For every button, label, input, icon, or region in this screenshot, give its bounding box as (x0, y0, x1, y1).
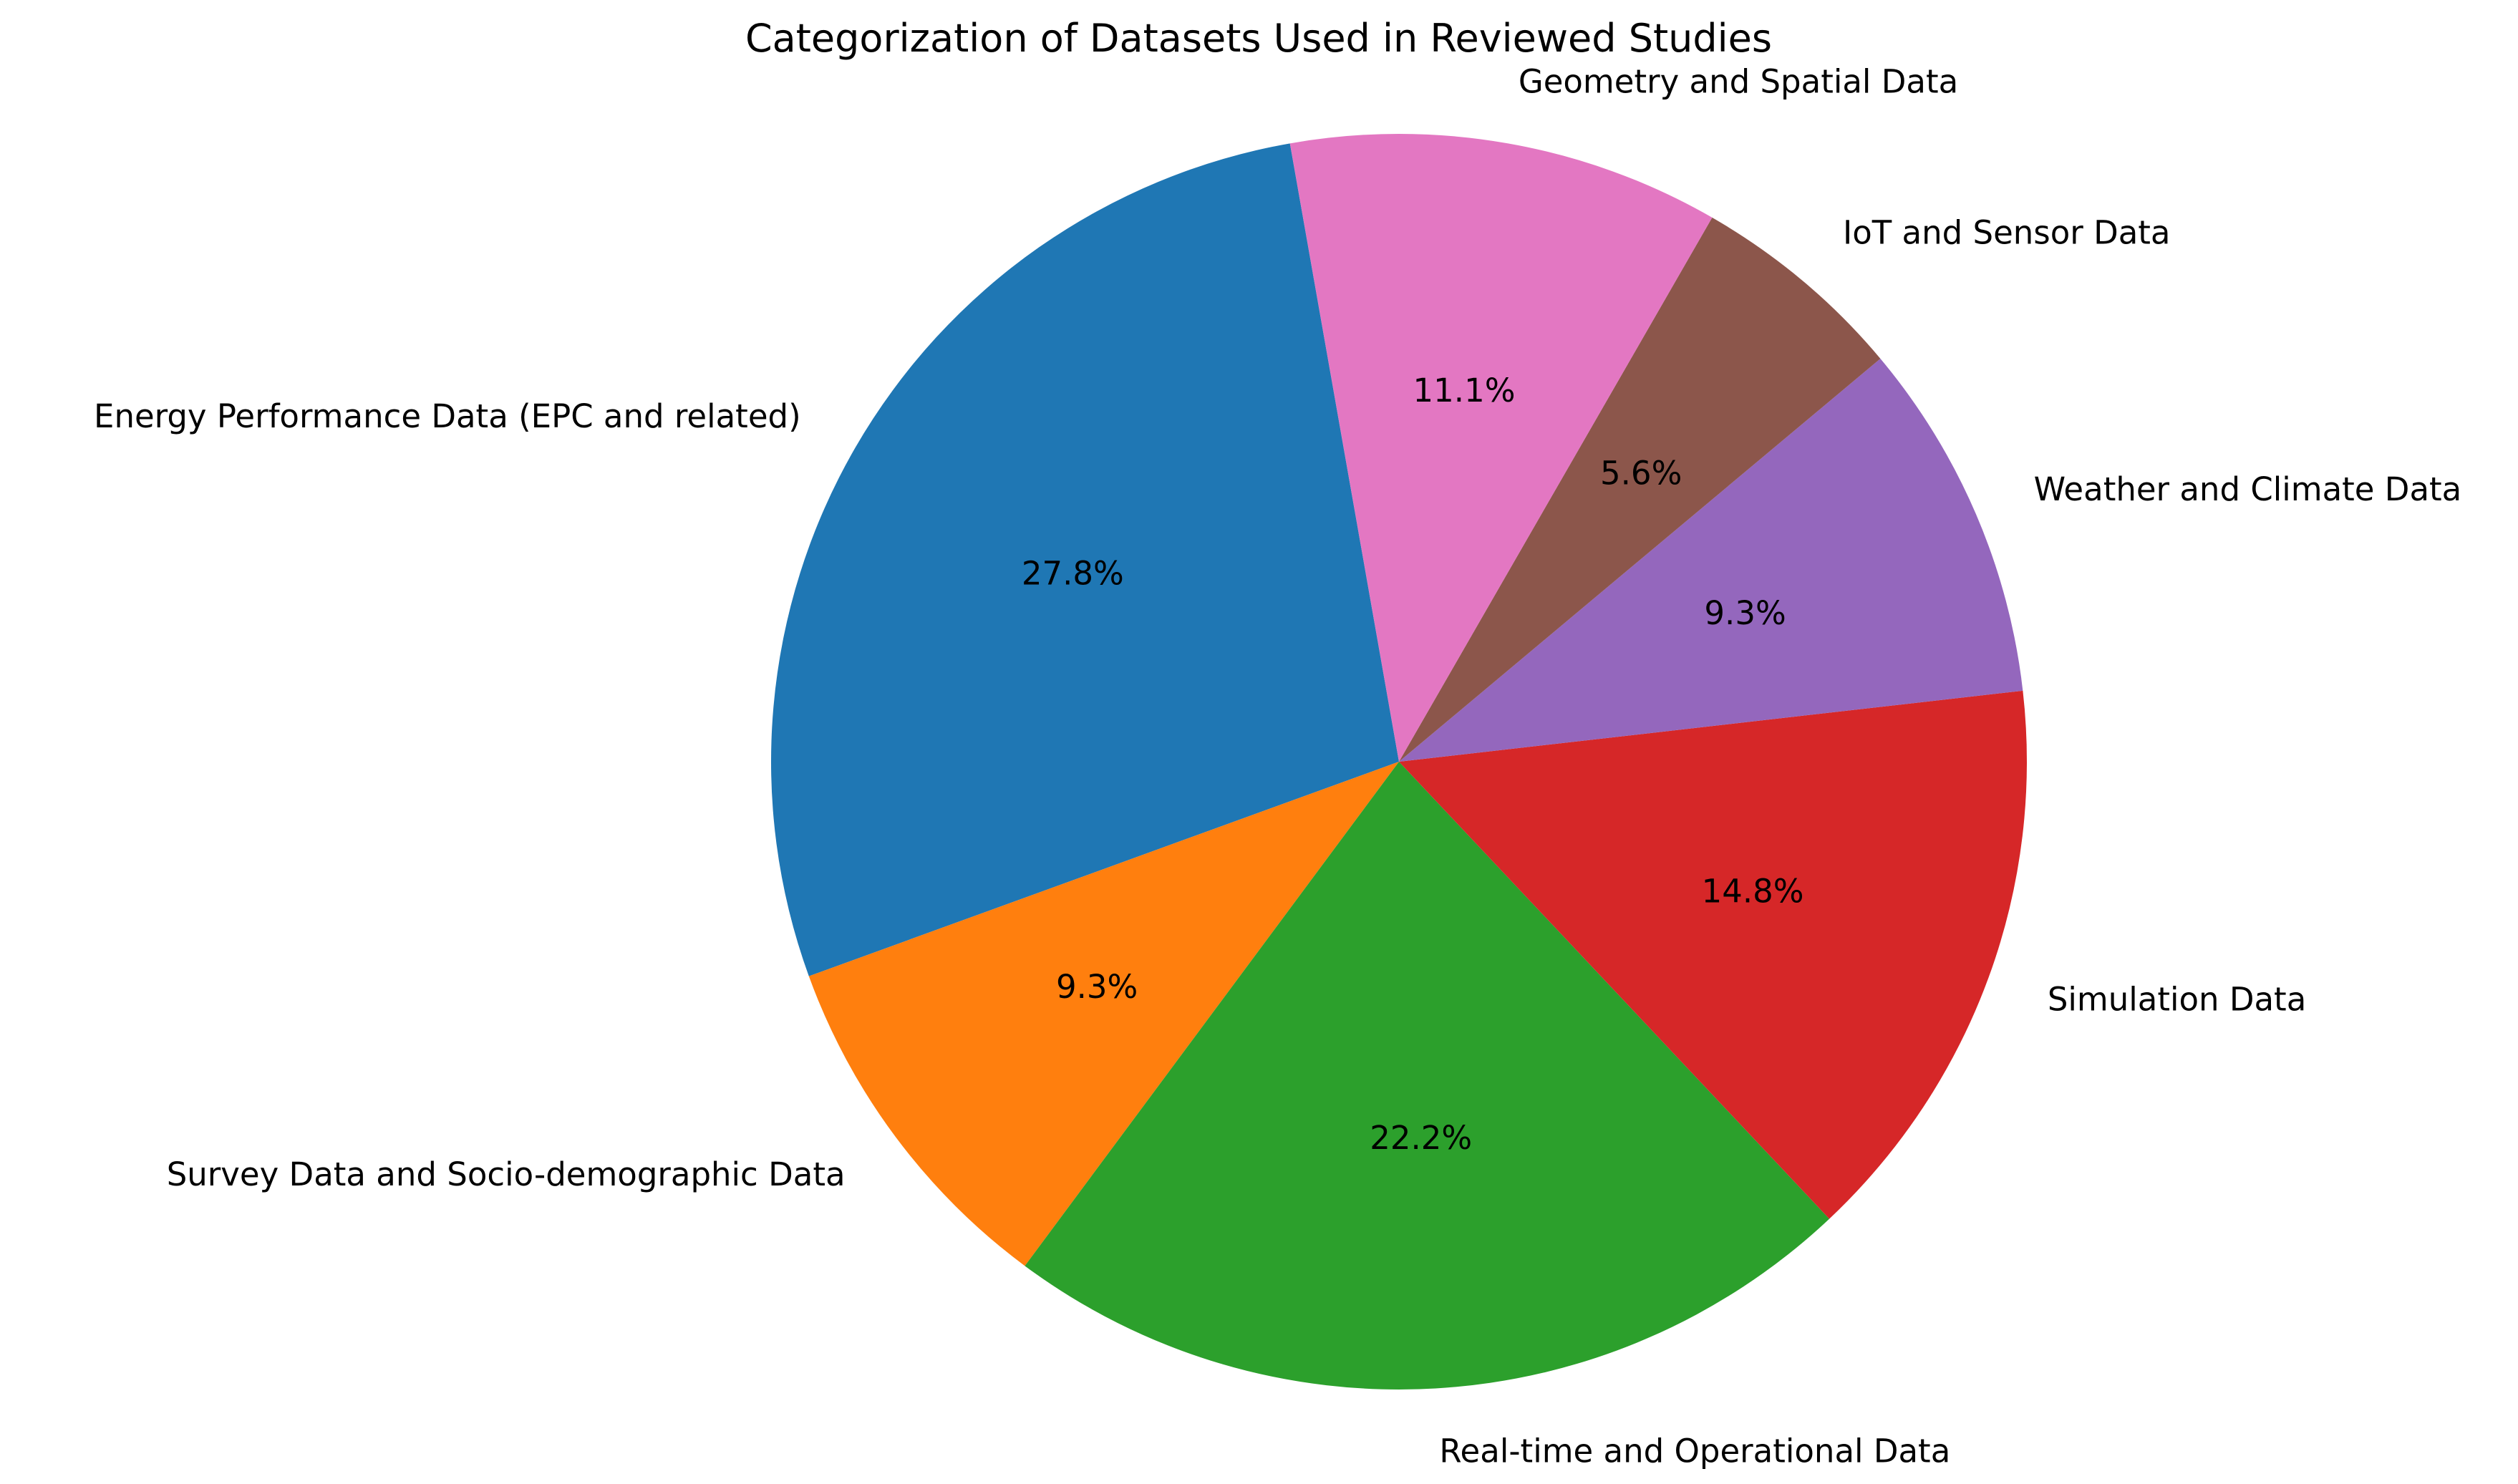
slice-label-weather-and-climate-data: Weather and Climate Data (2034, 470, 2462, 508)
percent-label-geometry-and-spatial-data: 11.1% (1413, 372, 1516, 409)
percent-label-real-time-and-operational-data: 22.2% (1370, 1119, 1472, 1157)
pie-slice-iot-and-sensor-data (1399, 217, 1881, 762)
slice-label-iot-and-sensor-data: IoT and Sensor Data (1843, 213, 2171, 251)
slice-label-real-time-and-operational-data: Real-time and Operational Data (1439, 1432, 1950, 1470)
percent-label-simulation-data: 14.8% (1702, 873, 1804, 911)
chart-title: Categorization of Datasets Used in Revie… (745, 16, 1772, 61)
pie-slice-geometry-and-spatial-data (1289, 134, 1713, 762)
percent-label-weather-and-climate-data: 9.3% (1704, 594, 1786, 632)
pie-slice-energy-performance-data-epc-and-related (771, 143, 1399, 976)
pie-slice-real-time-and-operational-data (1025, 762, 1830, 1390)
percent-labels: 27.8% 9.3% 22.2% 14.8% 9.3% 5.6% 11.1% (1022, 372, 1804, 1157)
pie-slice-survey-data-and-socio-demographic-data (808, 762, 1399, 1266)
slice-label-geometry-and-spatial-data: Geometry and Spatial Data (1519, 62, 1958, 100)
slice-label-energy-performance-data-epc-and-related: Energy Performance Data (EPC and related… (94, 397, 801, 435)
pie-slices (771, 134, 2027, 1390)
pie-slice-simulation-data (1399, 690, 2027, 1219)
percent-label-survey-data-and-socio-demographic-data: 9.3% (1056, 968, 1138, 1006)
slice-label-simulation-data: Simulation Data (2048, 980, 2306, 1018)
pie-slice-weather-and-climate-data (1399, 358, 2023, 762)
percent-label-iot-and-sensor-data: 5.6% (1600, 454, 1682, 492)
slice-label-survey-data-and-socio-demographic-data: Survey Data and Socio-demographic Data (167, 1155, 846, 1193)
slice-labels: Energy Performance Data (EPC and related… (94, 62, 2461, 1470)
percent-label-energy-performance-data-epc-and-related: 27.8% (1022, 554, 1124, 592)
